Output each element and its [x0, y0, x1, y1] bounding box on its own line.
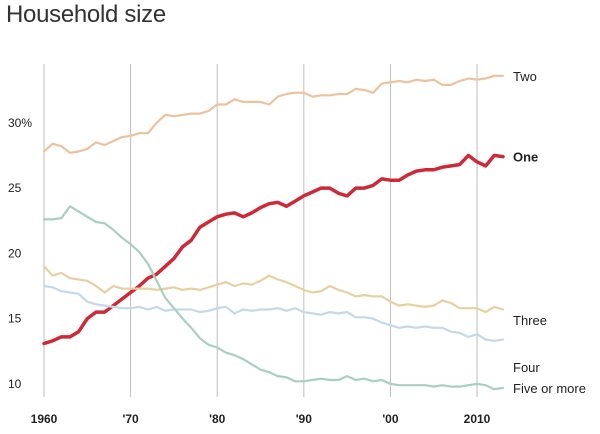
series-line-four [42, 284, 505, 342]
x-tick-label: '00 [382, 412, 399, 426]
x-tick-label: '70 [123, 412, 140, 426]
series-label-four: Four [513, 360, 540, 375]
series-label-five-or-more: Five or more [513, 381, 586, 396]
series-lines [42, 74, 505, 391]
x-tick-label: 1960 [31, 412, 58, 426]
y-tick-label: 20 [8, 246, 22, 260]
x-axis-ticks: 1960 '70 '80 '90 '00 2010 [31, 412, 491, 426]
x-tick-label: 2010 [464, 412, 491, 426]
y-tick-label: 30% [8, 116, 32, 130]
y-tick-label: 15 [8, 312, 22, 326]
y-tick-label: 25 [8, 181, 22, 195]
series-label-three: Three [513, 313, 547, 328]
y-tick-label: 10 [8, 377, 22, 391]
chart-title: Household size [6, 1, 166, 28]
series-line-one [42, 153, 505, 346]
x-tick-label: '90 [296, 412, 313, 426]
grid-lines [43, 64, 478, 397]
series-labels: Two One Three Four Five or more [513, 69, 586, 396]
y-axis-ticks: 10 15 20 25 30% [8, 116, 32, 391]
series-line-two [42, 74, 505, 154]
series-line-three [42, 265, 505, 314]
series-label-one: One [513, 150, 538, 165]
series-line-five-or-more [42, 205, 505, 391]
x-tick-label: '80 [209, 412, 226, 426]
series-label-two: Two [513, 69, 537, 84]
